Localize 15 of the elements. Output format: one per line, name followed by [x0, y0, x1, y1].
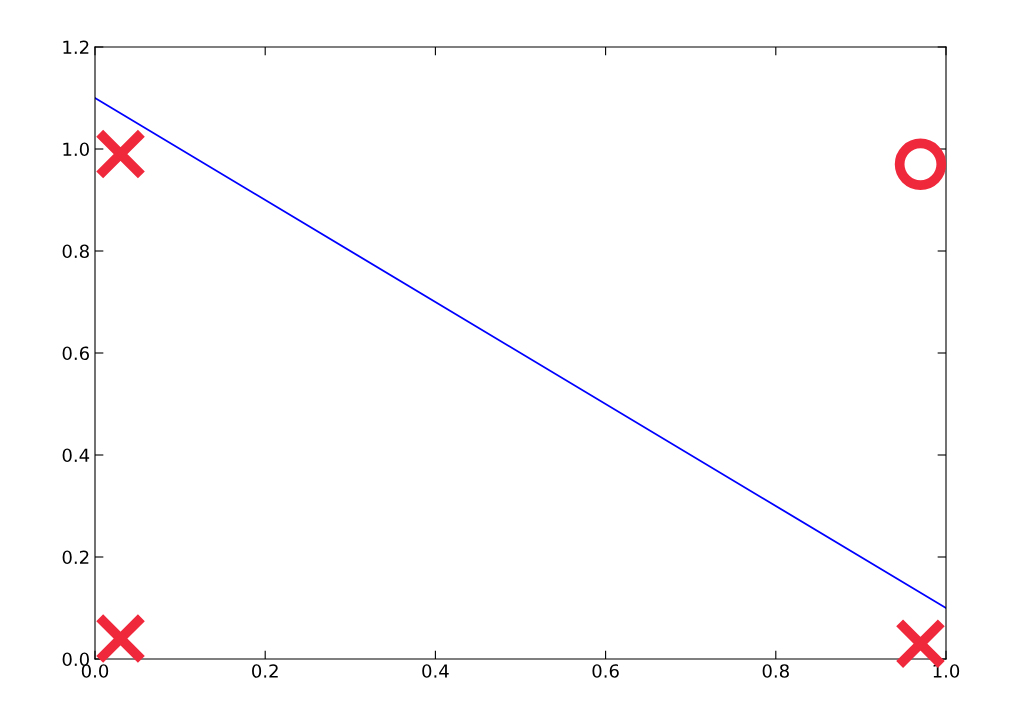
x-tick-label: 0.6 [592, 664, 619, 678]
y-tick-label: 1.0 [63, 142, 89, 157]
y-tick-label: 0.4 [62, 448, 90, 463]
y-tick-label: 0.8 [62, 244, 89, 259]
point [94, 128, 147, 180]
point [94, 612, 147, 665]
x-tick-label: 0.4 [422, 664, 449, 678]
y-tick-label: 1.2 [63, 40, 89, 54]
y-tick-label: 0.6 [62, 346, 89, 361]
point [894, 138, 947, 190]
x-tick-label: 0.2 [252, 664, 278, 678]
x-tick-label: 0.8 [762, 664, 789, 678]
y-tick-label: 0.2 [62, 550, 89, 565]
x-tick-label: 0.0 [81, 664, 109, 678]
y-tick-label: 0.0 [62, 652, 89, 667]
